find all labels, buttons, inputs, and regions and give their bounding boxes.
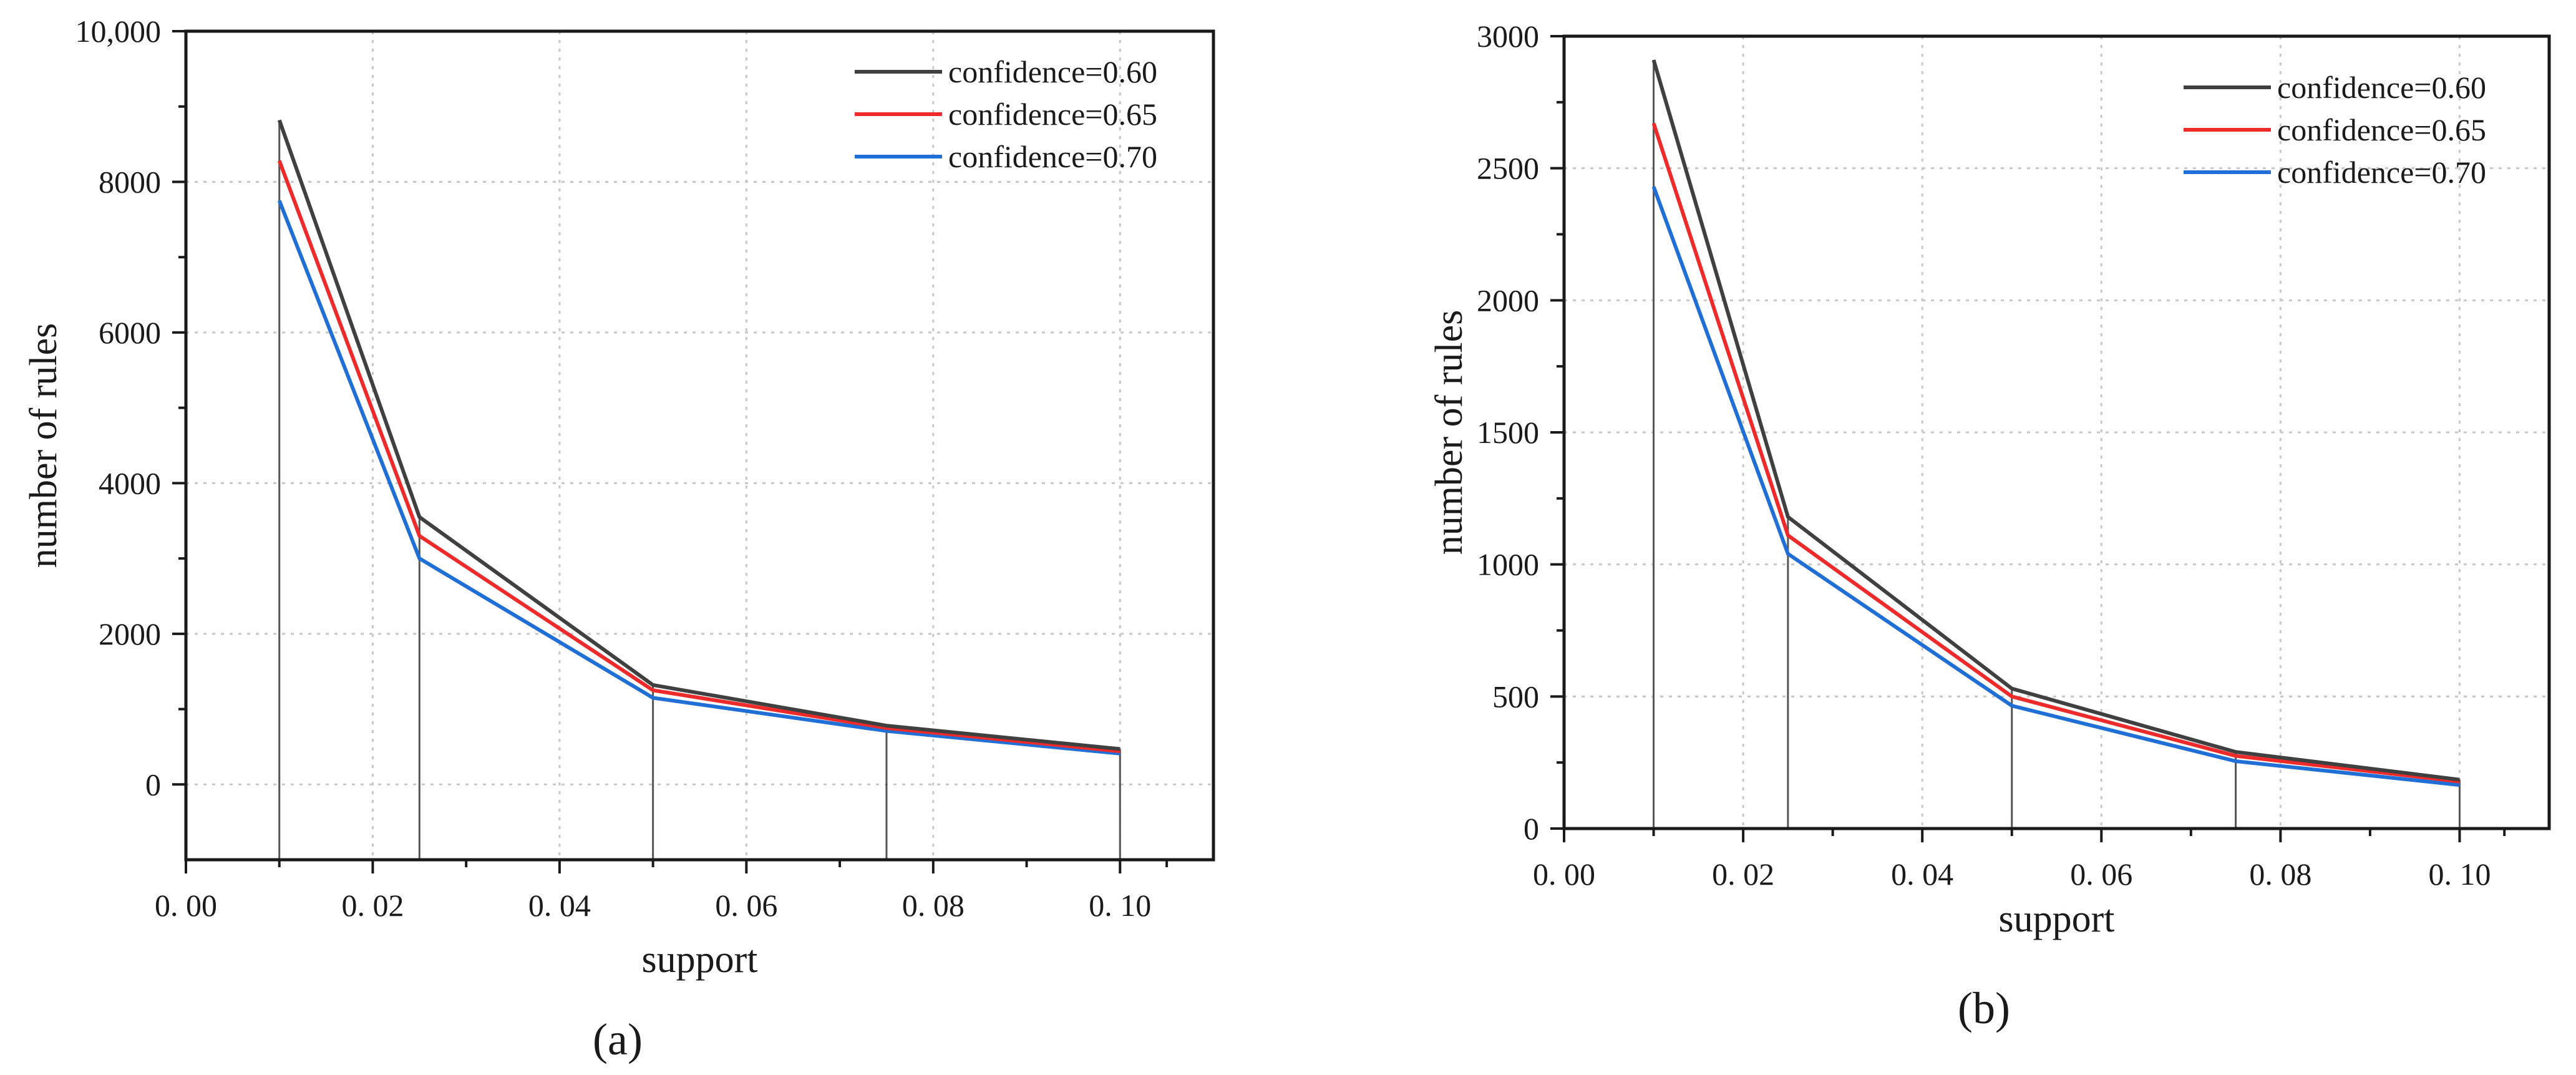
y-tick-label: 4000 — [99, 465, 161, 500]
x-tick-label: 0. 04 — [528, 888, 591, 923]
x-axis-title: support — [1999, 898, 2115, 940]
legend-label: confidence=0.60 — [948, 54, 1157, 89]
chart-panel-b: 0. 00 0. 02 0. 04 0. 06 0. 08 0. 10 0 500 1000 15… — [1428, 19, 2551, 1033]
series-line — [277, 119, 1120, 751]
series-line — [277, 200, 1120, 756]
y-tick-label: 0 — [145, 767, 161, 802]
y-tick-label: 1500 — [1477, 415, 1539, 450]
legend: confidence=0.60 confidence=0.65 confidence… — [855, 54, 1157, 174]
y-tick-label: 0 — [1524, 811, 1539, 846]
y-tick-label: 2000 — [1477, 283, 1539, 318]
x-tick-label: 0. 10 — [1089, 888, 1151, 923]
x-tick-label: 0. 00 — [155, 888, 217, 923]
y-tick-label: 6000 — [99, 315, 161, 350]
series-line — [277, 160, 1120, 754]
y-tick-label: 3000 — [1477, 19, 1539, 54]
legend-label: confidence=0.70 — [2277, 155, 2486, 190]
x-tick-label: 0. 04 — [1891, 857, 1953, 892]
legend-label: confidence=0.60 — [2277, 70, 2486, 105]
y-tick-label: 8000 — [99, 164, 161, 199]
panel-label: (a) — [593, 1014, 643, 1064]
panel-label: (b) — [1958, 983, 2010, 1033]
x-tick-label: 0. 00 — [1533, 857, 1595, 892]
series-line — [1651, 59, 2460, 782]
x-axis-title: support — [642, 938, 758, 981]
chart-panel-a: 0. 00 0. 02 0. 04 0. 06 0. 08 0. 10 0 2000 4000 6… — [22, 14, 1215, 1064]
x-tick-label: 0. 06 — [715, 888, 777, 923]
series-line — [1651, 186, 2460, 787]
y-tick-label: 2500 — [1477, 151, 1539, 186]
series-line — [1651, 122, 2460, 784]
x-tick-label: 0. 02 — [1712, 857, 1774, 892]
y-axis-title: number of rules — [1428, 310, 1470, 555]
legend-label: confidence=0.70 — [948, 139, 1157, 174]
y-tick-label: 10,000 — [75, 14, 162, 49]
legend-label: confidence=0.65 — [948, 97, 1157, 132]
y-tick-label: 2000 — [99, 616, 161, 651]
x-tick-label: 0. 02 — [341, 888, 404, 923]
plot-frame — [184, 29, 1215, 862]
y-tick-label: 1000 — [1477, 547, 1539, 582]
y-tick-label: 500 — [1492, 679, 1539, 714]
x-tick-label: 0. 08 — [902, 888, 965, 923]
legend: confidence=0.60 confidence=0.65 confidence… — [2184, 70, 2486, 190]
legend-label: confidence=0.65 — [2277, 112, 2486, 147]
y-axis-title: number of rules — [22, 323, 65, 568]
x-tick-label: 0. 08 — [2249, 857, 2311, 892]
x-tick-label: 0. 06 — [2070, 857, 2132, 892]
x-tick-label: 0. 10 — [2428, 857, 2491, 892]
